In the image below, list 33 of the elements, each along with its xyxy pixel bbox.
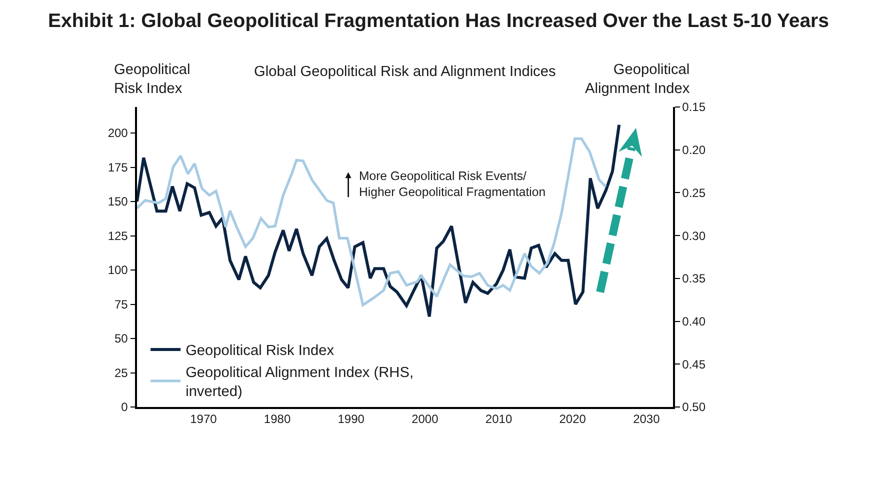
x-tick-label: 1990 bbox=[338, 412, 365, 426]
x-tick-label: 1980 bbox=[264, 412, 291, 426]
x-tick-label: 2000 bbox=[412, 412, 439, 426]
y-axis-title: Geopolitical Risk Index bbox=[114, 62, 190, 97]
legend-label: Geopolitical Risk Index bbox=[186, 343, 335, 360]
y2-tick-label: 0.45 bbox=[682, 357, 706, 372]
legend-label: Geopolitical Alignment Index (RHS, inverted) bbox=[186, 365, 414, 400]
y2-tick-label: 0.50 bbox=[682, 400, 706, 414]
y2-tick-label: 0.40 bbox=[682, 314, 706, 328]
y2-tick-label: 0.20 bbox=[682, 143, 706, 158]
y2-axis-title: Geopolitical Alignment Index bbox=[585, 62, 690, 97]
y-tick-label: 75 bbox=[114, 297, 128, 312]
x-tick-label: 2020 bbox=[559, 412, 586, 426]
chart-subtitle: Global Geopolitical Risk and Alignment Indices bbox=[254, 64, 556, 80]
chart-title: Exhibit 1: Global Geopolitical Fragmentation Has Increased Over the Last 5-10 Years bbox=[48, 10, 830, 32]
y-tick-label: 125 bbox=[108, 228, 128, 243]
y2-tick-label: 0.25 bbox=[682, 186, 706, 200]
y-tick-label: 25 bbox=[114, 366, 128, 380]
y-tick-label: 50 bbox=[114, 332, 128, 346]
y-tick-label: 100 bbox=[108, 263, 128, 278]
x-tick-label: 2030 bbox=[633, 412, 660, 426]
annotation: More Geopolitical Risk Events/ Higher Geopolitical Fragmentation bbox=[359, 169, 546, 199]
y-tick-label: 150 bbox=[108, 194, 128, 209]
y-tick-label: 0 bbox=[121, 400, 128, 414]
x-tick-label: 2010 bbox=[485, 412, 512, 426]
y2-tick-label: 0.15 bbox=[682, 100, 706, 114]
y2-tick-label: 0.30 bbox=[682, 228, 706, 243]
y2-tick-label: 0.35 bbox=[682, 272, 706, 286]
x-tick-label: 1970 bbox=[190, 412, 218, 426]
y-tick-label: 175 bbox=[108, 160, 128, 174]
line-series bbox=[137, 123, 621, 318]
line-series bbox=[137, 137, 608, 306]
y-tick-label: 200 bbox=[108, 126, 128, 140]
